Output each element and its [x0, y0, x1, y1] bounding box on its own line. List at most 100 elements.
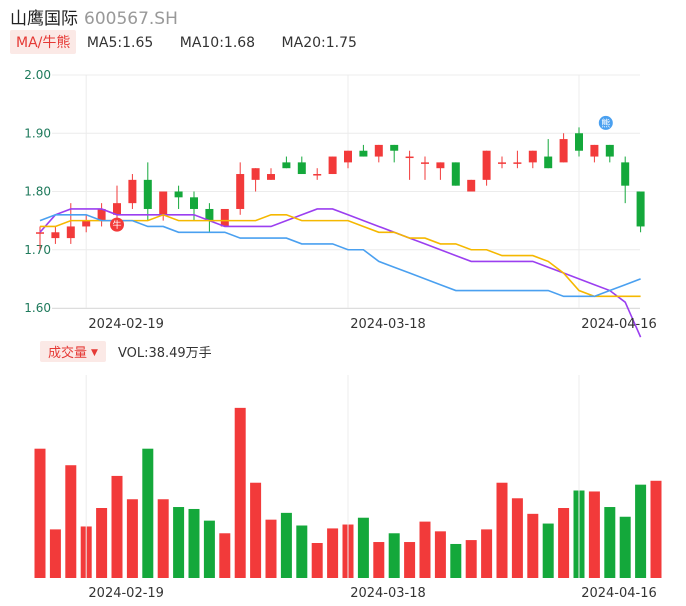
volume-bar [296, 525, 308, 578]
bear-marker-icon [598, 115, 613, 130]
x-tick-label: 2024-02-19 [88, 317, 164, 332]
candle-up [374, 144, 383, 157]
volume-bar [203, 520, 215, 578]
bull-marker-icon [110, 217, 124, 232]
ma5-legend: MA5:1.65 [86, 35, 154, 51]
volume-bar [635, 484, 647, 578]
candle-down [282, 162, 291, 169]
candle-down [174, 191, 183, 198]
volume-x-tick-label: 2024-02-19 [88, 586, 164, 601]
volume-bar [481, 529, 493, 578]
volume-bar [527, 513, 539, 578]
volume-bar [126, 499, 138, 578]
volume-bar [558, 508, 570, 578]
y-tick-label: 2.00 [24, 68, 51, 82]
volume-bar [65, 465, 77, 578]
candle-down [205, 208, 214, 221]
candle-up [528, 150, 537, 163]
x-tick-label: 2024-04-16 [581, 317, 657, 332]
ma5-line [39, 208, 642, 338]
candle-up [82, 220, 91, 227]
volume-bar [250, 482, 262, 578]
volume-bar [650, 480, 662, 578]
candle-down [605, 144, 614, 157]
volume-bar [434, 531, 446, 578]
candle-up [482, 150, 491, 180]
candle-up [51, 232, 60, 239]
candle-up [236, 174, 245, 209]
candle-down [636, 191, 645, 227]
candle-up [405, 156, 414, 159]
volume-bar [388, 533, 400, 578]
candle-up [498, 162, 506, 164]
candle-up [113, 203, 121, 215]
ma20-line [39, 214, 641, 298]
volume-bar [234, 407, 246, 578]
volume-bar [142, 448, 154, 578]
volume-bar [496, 482, 508, 578]
volume-bar [357, 517, 369, 578]
volume-bar [188, 508, 200, 578]
candle-up [36, 232, 44, 234]
volume-bar [219, 533, 231, 578]
y-tick-label: 1.80 [24, 185, 51, 199]
volume-bar [49, 529, 61, 578]
candle-up [267, 174, 275, 180]
candle-up [97, 208, 106, 221]
bull-marker-label: 牛 [112, 219, 121, 231]
candle-up [421, 162, 429, 164]
volume-x-tick-label: 2024-04-16 [581, 586, 657, 601]
y-tick-label: 1.70 [24, 243, 51, 257]
ma10-line [40, 213, 641, 298]
stock-header: 山鹰国际 600567.SH [10, 4, 178, 29]
volume-bar [465, 540, 477, 578]
stock-code: 600567.SH [84, 9, 178, 29]
volume-value: VOL:38.49万手 [117, 346, 212, 361]
volume-bar [157, 499, 169, 578]
volume-bar [96, 508, 108, 578]
candle-up [467, 179, 476, 192]
volume-bar [173, 507, 185, 578]
candle-down [575, 133, 583, 151]
candle-up [328, 156, 337, 175]
caret-down-icon: ▼ [91, 348, 98, 358]
candle-up [313, 174, 322, 176]
candle-up [436, 162, 445, 169]
volume-bar [327, 528, 339, 578]
candle-down [297, 162, 306, 175]
volume-indicator-button[interactable]: 成交量 ▼ [40, 341, 106, 362]
candle-down [390, 144, 399, 151]
ma-legend: MA/牛熊 MA5:1.65 MA10:1.68 MA20:1.75 [10, 30, 357, 54]
volume-bar [604, 507, 616, 578]
y-tick-label: 1.90 [24, 126, 51, 140]
indicator-mode-button[interactable]: MA/牛熊 [10, 30, 77, 54]
volume-bar [34, 448, 46, 578]
candle-up [251, 168, 260, 180]
candle-down [544, 156, 553, 169]
volume-x-tick-label: 2024-03-18 [350, 586, 426, 601]
candle-down [359, 150, 368, 157]
candle-down [190, 197, 198, 209]
volume-bar [419, 521, 431, 578]
ma20-legend: MA20:1.75 [281, 35, 357, 51]
volume-bar [280, 512, 292, 578]
candle-up [559, 139, 568, 163]
candle-up [590, 144, 599, 157]
candle-up [66, 226, 75, 239]
candle-down [621, 162, 630, 186]
volume-bar [311, 543, 323, 578]
volume-bar [511, 498, 523, 578]
candle-up [220, 208, 229, 227]
candle-up [344, 150, 352, 163]
candle-up [159, 191, 168, 215]
volume-bar [111, 475, 123, 578]
stock-name: 山鹰国际 [10, 9, 78, 29]
y-tick-label: 1.60 [24, 301, 51, 315]
candle-down [143, 179, 152, 209]
bear-marker-label: 熊 [601, 117, 610, 129]
candle-up [128, 179, 137, 204]
volume-bar [373, 542, 385, 578]
volume-bar [265, 519, 277, 578]
candle-down [451, 162, 460, 186]
